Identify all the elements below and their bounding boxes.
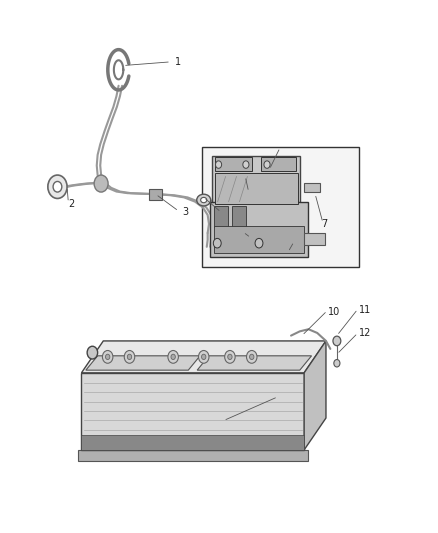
Circle shape xyxy=(250,354,254,360)
Circle shape xyxy=(264,161,270,168)
Circle shape xyxy=(333,336,341,346)
Circle shape xyxy=(171,354,175,360)
Bar xyxy=(214,206,228,227)
Text: 3: 3 xyxy=(182,207,188,217)
Polygon shape xyxy=(304,341,326,450)
Text: 5: 5 xyxy=(265,166,271,176)
Polygon shape xyxy=(81,373,304,450)
Bar xyxy=(215,157,251,171)
Text: 6: 6 xyxy=(247,188,254,198)
Bar xyxy=(149,189,162,199)
Text: 2: 2 xyxy=(68,199,74,209)
Text: 1: 1 xyxy=(175,57,181,67)
Circle shape xyxy=(168,351,178,364)
Polygon shape xyxy=(81,341,326,373)
Text: 10: 10 xyxy=(328,306,340,317)
Circle shape xyxy=(106,354,110,360)
Bar xyxy=(201,147,359,266)
Circle shape xyxy=(94,175,108,192)
Circle shape xyxy=(53,181,62,192)
Text: 12: 12 xyxy=(359,328,371,338)
Text: 13: 13 xyxy=(280,392,293,402)
Polygon shape xyxy=(197,356,311,370)
Bar xyxy=(304,233,325,245)
Ellipse shape xyxy=(197,194,211,206)
Bar xyxy=(304,183,320,192)
Circle shape xyxy=(228,354,232,360)
Bar xyxy=(214,227,304,253)
Circle shape xyxy=(198,351,209,364)
Circle shape xyxy=(87,346,98,359)
Circle shape xyxy=(225,351,235,364)
Circle shape xyxy=(215,161,222,168)
Circle shape xyxy=(255,238,263,248)
Circle shape xyxy=(334,360,340,367)
Text: 7: 7 xyxy=(321,219,328,229)
Circle shape xyxy=(124,351,135,364)
Bar xyxy=(261,157,296,171)
Text: 4: 4 xyxy=(223,208,230,219)
Ellipse shape xyxy=(201,197,207,203)
Circle shape xyxy=(247,351,257,364)
Bar xyxy=(212,157,300,204)
Circle shape xyxy=(213,238,221,248)
Bar xyxy=(232,206,246,227)
Circle shape xyxy=(102,351,113,364)
Bar xyxy=(210,202,308,257)
Text: 9: 9 xyxy=(293,238,299,247)
Circle shape xyxy=(243,161,249,168)
Text: 8: 8 xyxy=(250,234,256,244)
Polygon shape xyxy=(81,435,304,450)
Bar xyxy=(78,450,307,461)
Circle shape xyxy=(127,354,132,360)
Bar xyxy=(215,173,298,204)
Circle shape xyxy=(201,354,206,360)
Circle shape xyxy=(48,175,67,198)
Polygon shape xyxy=(86,356,200,370)
Text: 11: 11 xyxy=(359,305,371,315)
